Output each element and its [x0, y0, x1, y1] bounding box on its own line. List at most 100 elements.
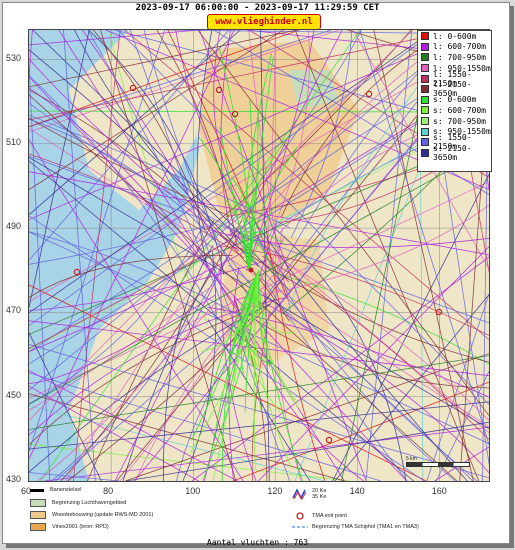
- legend-swatch: [421, 127, 429, 136]
- legend-runways-label: Banenstelsel: [50, 487, 82, 493]
- time-range-title: 2023-09-17 06:00:00 - 2023-09-17 11:29:5…: [135, 3, 380, 13]
- legend-swatch: [421, 74, 429, 83]
- departure-track: [202, 269, 260, 352]
- legend-swatch: [421, 32, 429, 41]
- flight-track: [44, 426, 489, 481]
- flight-track: [213, 30, 254, 222]
- legend-swatch: [421, 85, 429, 94]
- flight-track: [29, 49, 291, 292]
- flight-track: [74, 30, 259, 267]
- x-tick-label: 100: [185, 486, 201, 496]
- departure-track: [248, 113, 259, 271]
- departure-track: [221, 269, 260, 481]
- noise-20ke-label: 20 Ke: [312, 488, 327, 494]
- legend-label: s: 700-950m: [433, 116, 486, 126]
- tma-exit-marker: [325, 436, 333, 444]
- legend-item: l: 2150-3650m: [418, 80, 491, 98]
- legend-swatch: [421, 117, 429, 126]
- flight-track: [29, 30, 235, 460]
- legend-tma-exit-label: TMA exit point: [312, 513, 347, 519]
- flight-track: [29, 94, 458, 481]
- legend-item: s: 700-950m: [418, 116, 491, 127]
- flight-track: [219, 234, 489, 363]
- flight-track: [29, 224, 214, 265]
- x-tick-label: 160: [431, 486, 447, 496]
- flight-track: [192, 256, 489, 481]
- flight-track-map[interactable]: [28, 29, 490, 482]
- flight-track: [258, 246, 489, 481]
- x-tick-label: 80: [103, 486, 114, 496]
- scale-bar-graphic: [406, 462, 470, 467]
- flight-track: [55, 301, 263, 481]
- x-tick-label: 60: [21, 486, 32, 496]
- noise-35ke-label: 35 Ke: [312, 494, 327, 500]
- flight-track: [143, 30, 255, 306]
- legend-airport-label: Begrenzing Luchthavengebied: [52, 500, 127, 506]
- map-legend: Banenstelsel Begrenzing Luchthavengebied…: [30, 485, 490, 537]
- flight-track: [29, 30, 340, 133]
- flight-track: [426, 293, 489, 481]
- legend-label: l: 2150-3650m: [433, 80, 472, 99]
- flight-track: [224, 225, 489, 421]
- noise-contour-icon: [292, 488, 307, 500]
- flight-track: [334, 294, 489, 481]
- legend-runways: Banenstelsel: [30, 487, 82, 493]
- flight-track: [63, 30, 96, 481]
- flight-track: [294, 30, 480, 481]
- legend-label: l: 600-700m: [433, 42, 486, 52]
- y-tick-label: 490: [6, 221, 22, 232]
- flight-track: [65, 247, 223, 481]
- flight-track: [248, 30, 292, 316]
- flight-track: [29, 78, 489, 365]
- flight-track: [29, 41, 489, 302]
- flight-count: Aantal vluchten : 763: [206, 538, 309, 547]
- flight-track: [117, 30, 489, 405]
- flight-track: [100, 30, 237, 481]
- flight-track: [209, 229, 489, 248]
- flight-track: [228, 266, 240, 481]
- x-tick-label: 120: [267, 486, 283, 496]
- legend-swatch: [421, 95, 429, 104]
- departure-track: [258, 269, 295, 334]
- legend-vinex-label: Vinex2001 (bron: RPD): [52, 524, 109, 530]
- flight-track: [29, 118, 258, 296]
- departure-track: [219, 127, 250, 271]
- flight-track: [29, 76, 407, 481]
- flight-track: [60, 219, 243, 481]
- y-tick-label: 430: [6, 474, 22, 484]
- departure-track: [198, 137, 250, 271]
- flight-track: [257, 237, 456, 481]
- flight-track: [220, 250, 257, 481]
- flight-track: [261, 255, 489, 440]
- flight-track: [29, 89, 290, 322]
- flight-track: [219, 245, 489, 336]
- legend-airport-boundary: Begrenzing Luchthavengebied: [30, 499, 126, 507]
- legend-swatch: [421, 138, 429, 147]
- legend-label: s: 1550-2150m: [433, 133, 472, 152]
- tma-exit-marker: [73, 268, 81, 276]
- site-badge[interactable]: www.vlieghinder.nl: [207, 14, 321, 30]
- legend-vinex: Vinex2001 (bron: RPD): [30, 523, 109, 531]
- flight-track: [258, 272, 408, 481]
- tma-exit-points: [73, 84, 443, 444]
- tma-exit-marker: [129, 84, 137, 92]
- legend-item: s: 1550-2150m: [418, 133, 491, 151]
- flight-track: [262, 30, 276, 316]
- flight-track: [29, 30, 332, 128]
- flight-track: [29, 401, 489, 450]
- y-tick-label: 510: [6, 136, 22, 147]
- legend-item: s: 0-600m: [418, 95, 491, 106]
- flight-track: [29, 472, 120, 481]
- legend-label: s: 0-600m: [433, 95, 477, 105]
- legend-item: l: 700-950m: [418, 52, 491, 63]
- legend-item: s: 600-700m: [418, 105, 491, 116]
- flight-track: [125, 353, 489, 481]
- flight-track: [162, 245, 214, 481]
- x-tick-label: 140: [349, 486, 365, 496]
- legend-label: s: 2150-3650m: [433, 143, 472, 162]
- tma-boundary-icon: [292, 526, 308, 528]
- legend-tma-boundary-label: Begrenzing TMA Schiphol (TMA1 en TMA3): [312, 524, 419, 530]
- legend-label: s: 950-1550m: [433, 127, 491, 137]
- departure-track: [212, 269, 260, 481]
- flight-track: [87, 30, 225, 313]
